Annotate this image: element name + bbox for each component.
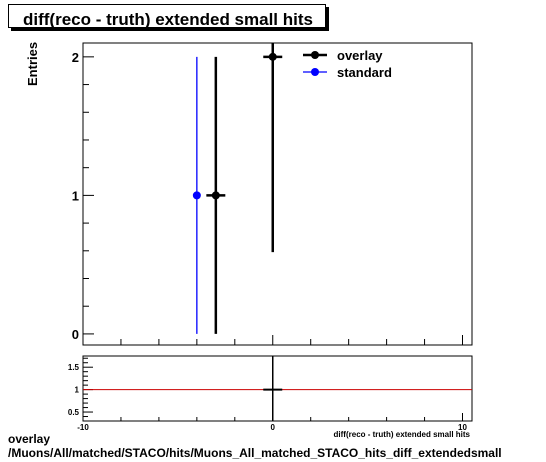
ratio-y-axis: 0.5 1 1.5 [68,357,93,417]
y-tick-label: 2 [72,50,79,65]
y-tick-label: 0 [72,327,79,342]
caption-line-2: /Muons/All/matched/STACO/hits/Muons_All_… [8,446,502,460]
x-tick-label: 0 [271,423,276,432]
y-tick-label: 1 [72,188,79,203]
overlay-point [211,191,220,200]
ratio-y-tick-label: 0.5 [68,408,80,417]
ratio-plot-marks [83,356,472,421]
chart-title: diff(reco - truth) extended small hits [23,10,313,29]
overlay-point [268,52,277,61]
main-y-axis: 0 1 2 [72,50,94,342]
title-box: diff(reco - truth) extended small hits [8,4,326,29]
ratio-plot-border [82,355,473,422]
x-tick-label: -10 [77,423,89,432]
main-plot-marks [192,43,283,334]
x-axis-label: diff(reco - truth) extended small hits [334,430,471,439]
legend-label-standard: standard [337,65,392,80]
ratio-plot-frame [82,355,473,422]
standard-point [192,191,201,200]
ratio-y-tick-label: 1 [75,386,80,395]
x-tick-label: 10 [458,423,467,432]
legend: overlay standard [303,48,392,80]
legend-marker-overlay [311,51,319,59]
caption-line-1: overlay [8,432,51,446]
main-plot-border [82,42,473,346]
ratio-y-tick-label: 1.5 [68,363,80,372]
main-plot-frame [82,42,473,346]
legend-marker-standard [311,68,319,76]
y-axis-label: Entries [25,42,40,86]
main-x-axis [82,335,464,345]
legend-label-overlay: overlay [337,48,383,63]
